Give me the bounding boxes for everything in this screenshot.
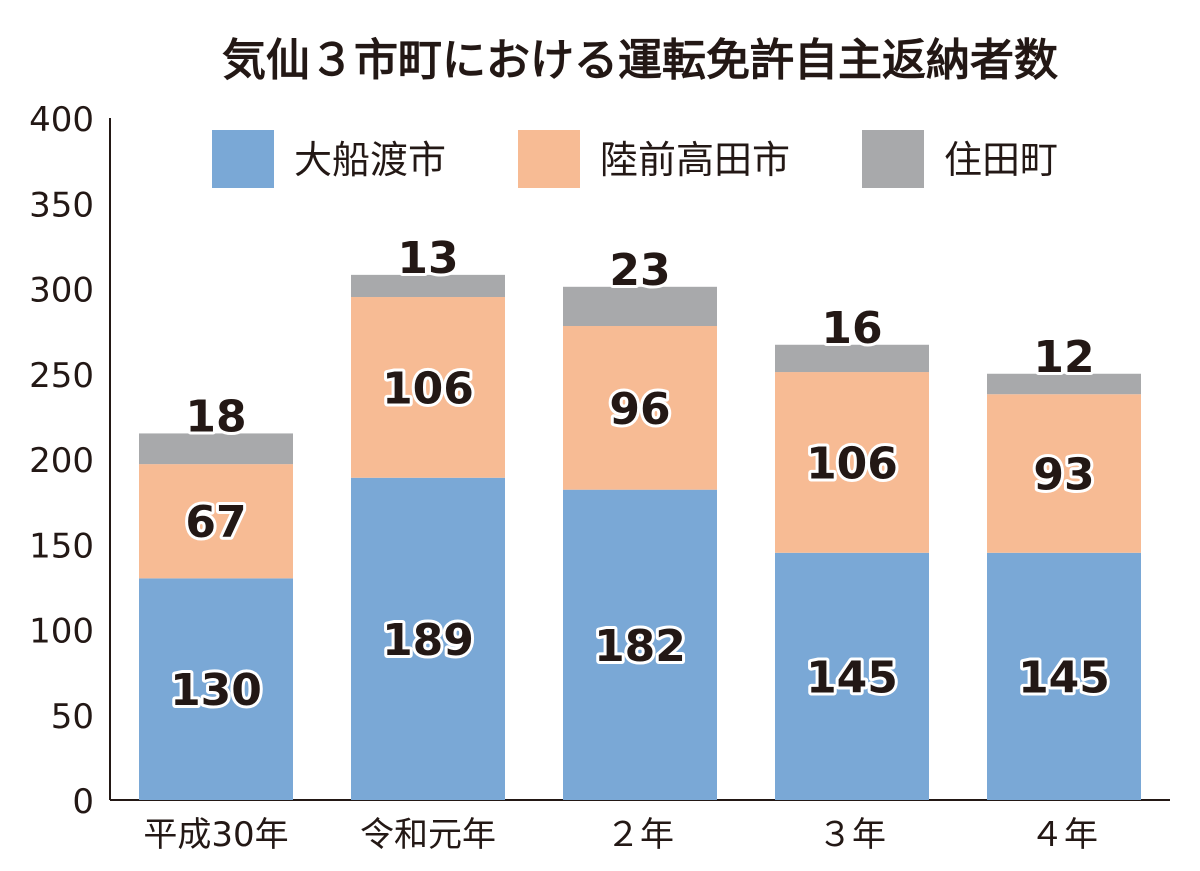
bar-segment bbox=[775, 372, 929, 553]
data-label: 130 bbox=[170, 665, 262, 716]
y-tick-label: 250 bbox=[29, 356, 94, 396]
bar-segment bbox=[563, 326, 717, 490]
legend: 大船渡市 陸前高田市 住田町 bbox=[212, 130, 1058, 188]
data-label: 67 bbox=[185, 497, 246, 548]
y-tick-label: 50 bbox=[51, 697, 94, 737]
data-label: 23 bbox=[609, 245, 670, 296]
y-tick-label: 100 bbox=[29, 612, 94, 652]
data-label: 189 bbox=[382, 615, 474, 666]
bar-segment bbox=[563, 286, 717, 327]
legend-swatch bbox=[862, 130, 924, 188]
data-label: 145 bbox=[1018, 652, 1110, 703]
data-label: 106 bbox=[382, 363, 474, 414]
legend-label: 大船渡市 bbox=[294, 138, 446, 182]
chart-title: 気仙３市町における運転免許自主返納者数 bbox=[222, 35, 1058, 86]
x-tick-label: 平成30年 bbox=[143, 815, 288, 855]
bar-segment bbox=[139, 464, 293, 579]
legend-swatch bbox=[518, 130, 580, 188]
y-tick-label: 200 bbox=[29, 441, 94, 481]
bar-segment bbox=[775, 344, 929, 373]
y-tick-label: 350 bbox=[29, 185, 94, 225]
bars bbox=[139, 274, 1141, 800]
bar-segment bbox=[987, 394, 1141, 553]
axes: 0 50 100 150 200 250 300 350 400 平成30年 令和元年 ２年 ３年 ４年 bbox=[29, 100, 1170, 855]
data-label: 182 bbox=[594, 621, 686, 672]
bar-segment bbox=[351, 274, 505, 298]
legend-swatch bbox=[212, 130, 274, 188]
legend-label: 住田町 bbox=[944, 138, 1058, 182]
bar-segment bbox=[351, 477, 505, 800]
legend-label: 陸前高田市 bbox=[600, 138, 790, 182]
y-tick-label: 400 bbox=[29, 100, 94, 140]
bar-segment bbox=[987, 552, 1141, 800]
data-labels: 130 67 18 189 106 13 182 96 23 145 106 16 145 93 12 bbox=[167, 230, 1113, 719]
y-tick-label: 0 bbox=[72, 782, 94, 822]
data-label: 93 bbox=[1033, 449, 1094, 500]
x-tick-label: ３年 bbox=[818, 815, 886, 855]
x-tick-label: ４年 bbox=[1030, 815, 1098, 855]
data-label: 106 bbox=[806, 438, 898, 489]
bar-segment bbox=[351, 297, 505, 478]
x-tick-label: ２年 bbox=[606, 815, 674, 855]
y-tick-label: 300 bbox=[29, 271, 94, 311]
x-tick-label: 令和元年 bbox=[360, 815, 496, 855]
bar-segment bbox=[139, 433, 293, 465]
bar-segment bbox=[563, 489, 717, 800]
data-label: 13 bbox=[397, 233, 458, 284]
data-label: 96 bbox=[609, 384, 670, 435]
bar-segment bbox=[775, 552, 929, 800]
y-tick-label: 150 bbox=[29, 526, 94, 566]
bar-segment bbox=[987, 373, 1141, 395]
data-label: 145 bbox=[806, 652, 898, 703]
bar-segment bbox=[139, 578, 293, 800]
data-label: 16 bbox=[821, 303, 882, 354]
data-label: 18 bbox=[185, 391, 246, 442]
data-label: 12 bbox=[1033, 332, 1094, 383]
